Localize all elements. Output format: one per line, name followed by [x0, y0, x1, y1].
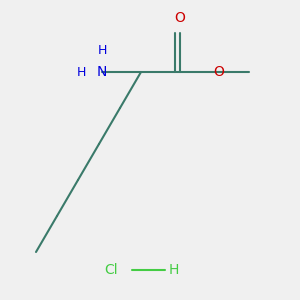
Text: Cl: Cl	[104, 263, 118, 277]
Text: O: O	[214, 65, 224, 79]
Text: H: H	[97, 44, 107, 58]
Text: O: O	[175, 11, 185, 26]
Text: N: N	[97, 65, 107, 79]
Text: H: H	[76, 65, 86, 79]
Text: H: H	[169, 263, 179, 277]
